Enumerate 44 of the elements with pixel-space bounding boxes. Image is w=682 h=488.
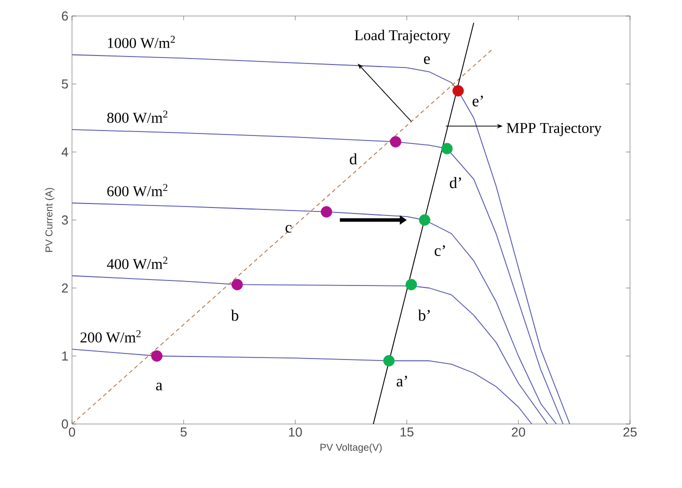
series-label: 200 W/m$^{2}$ xyxy=(80,330,141,343)
x-tick-label: 5 xyxy=(180,428,187,437)
annotation: MPP Trajectory xyxy=(506,123,602,136)
series-label: 1000 W/m$^{2}$ xyxy=(108,36,175,48)
annotation: e’ xyxy=(472,96,483,106)
x-axis-title: PV Voltage(V) xyxy=(320,444,382,453)
annotation: b xyxy=(230,310,238,321)
y-axis-title: PV Current (A) xyxy=(45,188,54,252)
y-tick-label: 0 xyxy=(62,419,68,429)
point xyxy=(151,350,162,362)
series-label: 600 W/m$^{2}$ xyxy=(107,184,168,196)
line-series xyxy=(72,275,548,424)
annotation: a’ xyxy=(396,376,408,387)
line-series xyxy=(72,202,557,424)
annotation: Load Trajectory xyxy=(354,30,450,44)
x-tick-label: 0 xyxy=(68,428,76,437)
annotation: c’ xyxy=(434,245,445,256)
point xyxy=(406,278,417,290)
annotation: d xyxy=(350,153,358,164)
point xyxy=(452,85,464,96)
annotation: d’ xyxy=(450,176,462,188)
y-tick-label: 6 xyxy=(62,11,68,21)
line-series xyxy=(72,348,532,424)
annotation: e xyxy=(424,56,430,64)
y-tick-label: 5 xyxy=(62,79,68,89)
annotation: b’ xyxy=(418,310,430,321)
y-tick-label: 3 xyxy=(62,215,68,225)
x-tick-label: 20 xyxy=(512,428,526,437)
y-tick-label: 4 xyxy=(62,148,68,156)
series-label: 400 W/m$^{2}$ xyxy=(106,256,168,270)
point xyxy=(383,355,395,366)
y-tick-label: 1 xyxy=(62,352,68,360)
point xyxy=(390,136,402,148)
y-tick-label: 2 xyxy=(62,283,68,293)
point xyxy=(441,142,453,154)
series-label: 800 W/m$^{2}$ xyxy=(107,110,168,123)
annotation: a xyxy=(156,382,162,390)
x-tick-label: 25 xyxy=(623,428,637,437)
point xyxy=(320,206,332,218)
annotation: c xyxy=(286,225,292,233)
point xyxy=(231,278,243,290)
point xyxy=(418,214,430,226)
x-tick-label: 15 xyxy=(400,428,414,437)
x-tick-label: 10 xyxy=(288,428,302,437)
